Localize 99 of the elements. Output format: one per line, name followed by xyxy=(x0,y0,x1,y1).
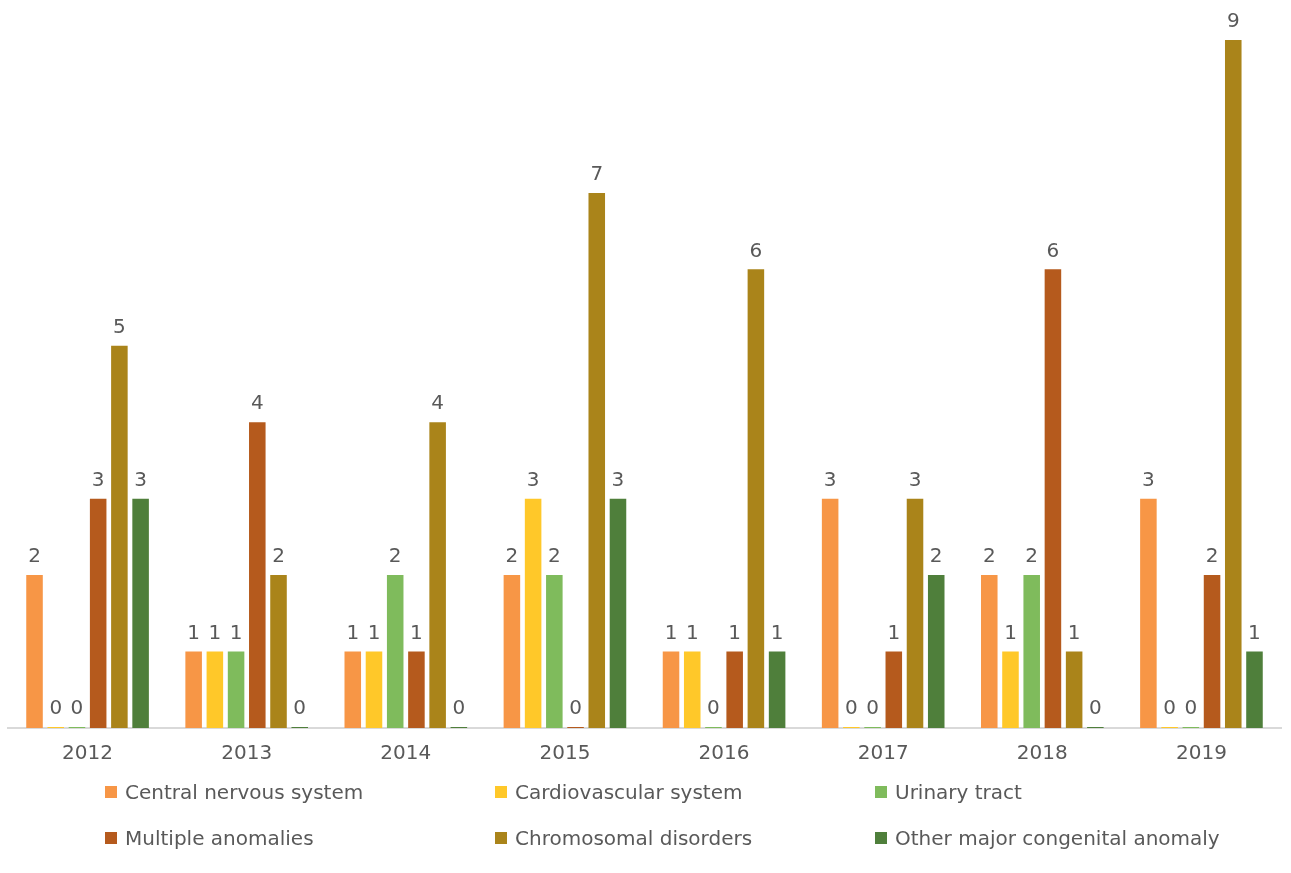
bar xyxy=(185,651,202,728)
data-label: 1 xyxy=(1248,619,1261,644)
data-label: 9 xyxy=(1226,8,1240,33)
legend-label: Urinary tract xyxy=(895,780,1022,804)
bar xyxy=(111,345,128,728)
data-label: 2 xyxy=(1205,543,1219,568)
data-label: 0 xyxy=(49,695,63,720)
bar xyxy=(1065,651,1083,728)
data-label: 2 xyxy=(547,543,561,568)
data-label: 0 xyxy=(1088,695,1102,720)
data-label: 2 xyxy=(1025,543,1039,568)
data-label: 1 xyxy=(1067,619,1081,644)
data-label: 1 xyxy=(770,619,784,644)
data-label: 1 xyxy=(685,619,699,644)
bar xyxy=(1023,575,1040,728)
bar xyxy=(683,651,701,728)
data-label: 1 xyxy=(664,619,678,644)
x-tick-label: 2018 xyxy=(1016,740,1068,765)
bar xyxy=(981,575,998,728)
bar xyxy=(726,651,743,728)
x-tick-label: 2016 xyxy=(698,740,750,765)
legend-label: Central nervous system xyxy=(125,780,364,804)
bar xyxy=(365,651,383,728)
bar xyxy=(747,269,765,728)
data-label: 1 xyxy=(229,619,243,644)
data-label: 1 xyxy=(187,619,201,644)
data-label: 0 xyxy=(1184,695,1198,720)
data-label: 0 xyxy=(866,695,879,720)
data-label: 0 xyxy=(707,695,720,720)
data-label: 3 xyxy=(91,466,105,491)
bar xyxy=(249,422,266,728)
bar xyxy=(885,651,903,728)
data-label: 0 xyxy=(452,695,466,720)
legend-label: Multiple anomalies xyxy=(125,826,314,850)
bar xyxy=(1203,575,1221,728)
bar xyxy=(524,498,542,728)
bar xyxy=(662,651,680,728)
bar xyxy=(344,651,362,728)
data-label: 0 xyxy=(70,695,84,720)
data-label: 1 xyxy=(410,619,423,644)
legend-label: Other major congenital anomaly xyxy=(895,826,1220,850)
data-label: 3 xyxy=(611,466,625,491)
data-label: 0 xyxy=(569,695,582,720)
bar xyxy=(546,575,563,728)
data-label: 6 xyxy=(749,237,763,262)
data-label: 1 xyxy=(346,619,360,644)
bar xyxy=(89,498,107,728)
bar xyxy=(503,575,521,728)
data-label: 2 xyxy=(982,543,996,568)
data-label: 0 xyxy=(293,695,307,720)
bar xyxy=(270,575,287,728)
bar xyxy=(1246,651,1263,728)
data-label: 0 xyxy=(1163,695,1176,720)
x-tick-label: 2015 xyxy=(539,740,591,765)
bar xyxy=(1140,498,1157,728)
bar xyxy=(227,651,245,728)
bar xyxy=(429,422,446,728)
bar xyxy=(821,498,839,728)
data-label: 1 xyxy=(887,619,901,644)
bar xyxy=(1002,651,1019,728)
x-tick-label: 2014 xyxy=(380,740,432,765)
data-label: 5 xyxy=(113,313,126,338)
data-label: 1 xyxy=(367,619,381,644)
data-label: 3 xyxy=(1142,466,1155,491)
data-label: 1 xyxy=(1004,619,1017,644)
bar xyxy=(1224,40,1242,728)
bar xyxy=(206,651,224,728)
data-label: 4 xyxy=(250,390,264,415)
data-label: 0 xyxy=(845,695,858,720)
bar xyxy=(927,575,945,728)
data-label: 3 xyxy=(823,466,837,491)
bar xyxy=(1044,269,1062,728)
data-label: 7 xyxy=(590,161,604,186)
bar xyxy=(408,651,425,728)
bar xyxy=(768,651,786,728)
bar xyxy=(906,498,924,728)
x-tick-label: 2019 xyxy=(1175,740,1227,765)
bar xyxy=(609,498,627,728)
legend-label: Chromosomal disorders xyxy=(515,826,753,850)
data-label: 2 xyxy=(929,543,943,568)
data-label: 2 xyxy=(505,543,519,568)
bar xyxy=(386,575,404,728)
data-label: 1 xyxy=(208,619,222,644)
data-label: 2 xyxy=(272,543,285,568)
x-tick-label: 2017 xyxy=(857,740,909,765)
data-label: 2 xyxy=(388,543,402,568)
x-tick-label: 2013 xyxy=(221,740,273,765)
data-label: 4 xyxy=(431,390,444,415)
data-label: 3 xyxy=(526,466,540,491)
bar xyxy=(26,575,43,728)
legend-label: Cardiovascular system xyxy=(515,780,743,804)
data-label: 3 xyxy=(134,466,147,491)
data-label: 2 xyxy=(28,543,41,568)
bar xyxy=(588,192,606,728)
data-label: 3 xyxy=(908,466,922,491)
bar xyxy=(132,498,149,728)
x-tick-label: 2012 xyxy=(62,740,114,765)
data-label: 6 xyxy=(1046,237,1060,262)
data-label: 1 xyxy=(728,619,742,644)
